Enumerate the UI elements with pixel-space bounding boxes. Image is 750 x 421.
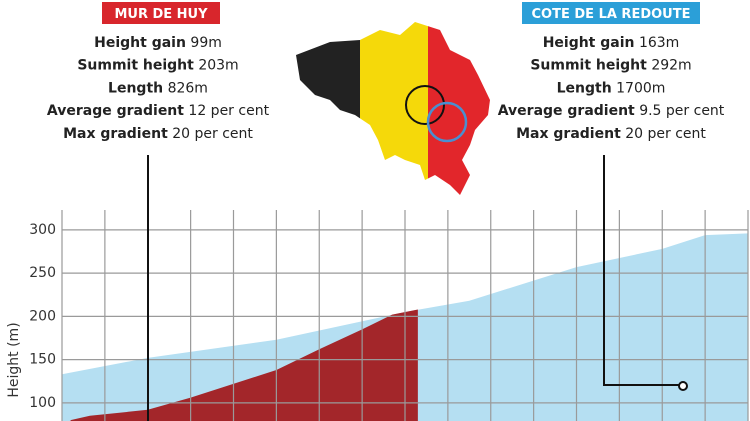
redoute-marker [426, 101, 468, 143]
y-tick-label: 250 [29, 265, 56, 281]
stat-line: Length 1700m [557, 80, 666, 96]
title-box [522, 2, 700, 24]
stat-label: Height gain [94, 35, 186, 51]
stat-value: 1700m [616, 80, 665, 96]
stat-value: 163m [639, 35, 679, 51]
stat-line: Average gradient 9.5 per cent [498, 103, 725, 119]
stat-value: 20 per cent [172, 126, 253, 142]
stat-value: 12 per cent [188, 103, 269, 119]
stat-value: 203m [198, 58, 238, 74]
stat-label: Height gain [543, 35, 635, 51]
chart-area: 100 150 200 250 300 [29, 210, 749, 421]
stat-label: Length [108, 80, 163, 96]
stat-line: Average gradient 12 per cent [47, 103, 270, 119]
stat-label: Max gradient [516, 126, 621, 142]
y-axis-label: Height (m) [6, 322, 22, 397]
stat-label: Summit height [77, 58, 194, 74]
stat-value: 99m [190, 35, 221, 51]
belgium-map [296, 22, 490, 195]
leader-line [603, 155, 680, 386]
y-tick-label: 300 [29, 222, 56, 238]
stat-line: Height gain 99m [94, 35, 222, 51]
stat-line: Height gain 163m [543, 35, 680, 51]
stat-label: Length [557, 80, 612, 96]
stat-line: Max gradient 20 per cent [63, 126, 253, 142]
panel-title: COTE DE LA REDOUTE [532, 7, 691, 22]
stat-line: Max gradient 20 per cent [516, 126, 706, 142]
leader-dot [678, 381, 688, 391]
grid [61, 210, 749, 421]
stat-value: 20 per cent [625, 126, 706, 142]
stat-line: Summit height 292m [530, 58, 691, 74]
stat-value: 292m [651, 58, 691, 74]
panel-title: MUR DE HUY [114, 7, 208, 22]
huy-marker [405, 85, 445, 125]
stat-label: Average gradient [47, 103, 184, 119]
y-tick-label: 100 [29, 395, 56, 411]
title-box [102, 2, 220, 24]
stat-value: 826m [168, 80, 208, 96]
stat-label: Summit height [530, 58, 647, 74]
stat-label: Max gradient [63, 126, 168, 142]
stat-line: Length 826m [108, 80, 208, 96]
stat-value: 9.5 per cent [639, 103, 725, 119]
y-tick-label: 200 [29, 308, 56, 324]
y-tick-label: 150 [29, 352, 56, 368]
stat-line: Summit height 203m [77, 58, 238, 74]
area [70, 309, 418, 421]
stat-label: Average gradient [498, 103, 635, 119]
